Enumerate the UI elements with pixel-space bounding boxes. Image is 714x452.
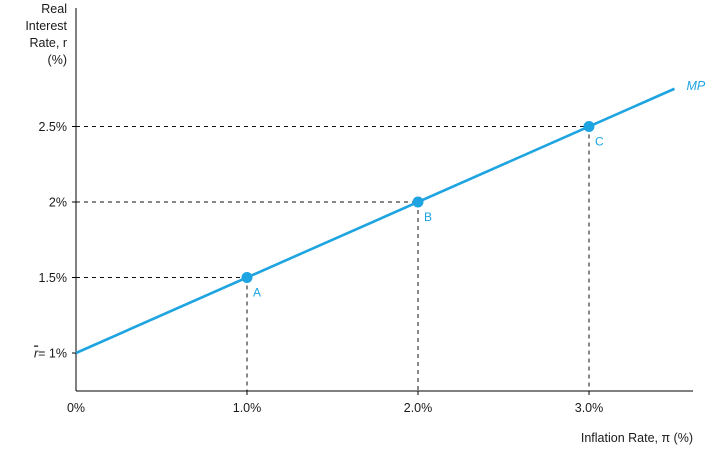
y-tick-label: 2.5% (39, 120, 68, 134)
point-label-c: C (595, 135, 604, 149)
y-axis-title-line: (%) (48, 53, 67, 67)
point-label-b: B (424, 210, 432, 224)
x-tick-label: 1.0% (233, 401, 262, 415)
labels-layer: MP A B C 0% 1.0% 2.0% 3.0% r= 1% 1.5% 2% 2.5% Real In… (25, 2, 706, 445)
x-tick-label: 3.0% (575, 401, 604, 415)
y-tick-label: 2% (49, 196, 67, 210)
x-axis-title: Inflation Rate, π (%) (581, 431, 693, 445)
point-label-a: A (253, 286, 261, 300)
point-c (583, 121, 595, 132)
y-axis-title-line: Interest (25, 19, 67, 33)
point-a (241, 272, 253, 283)
y-tick-label: 1.5% (39, 271, 68, 285)
y-tick-label: r= 1% (34, 347, 67, 361)
x-tick-label: 0% (67, 401, 85, 415)
x-tick-label: 2.0% (404, 401, 433, 415)
axes-layer (72, 8, 693, 395)
series-label-mp: MP (687, 79, 706, 93)
mp-line (75, 87, 676, 355)
y-axis-title-line: Rate, r (29, 36, 67, 50)
point-b (412, 196, 424, 208)
r-bar-symbol: r (34, 347, 39, 361)
series-layer (75, 87, 676, 355)
y-axis-title-line: Real (41, 2, 67, 16)
guides-layer (76, 126, 590, 391)
